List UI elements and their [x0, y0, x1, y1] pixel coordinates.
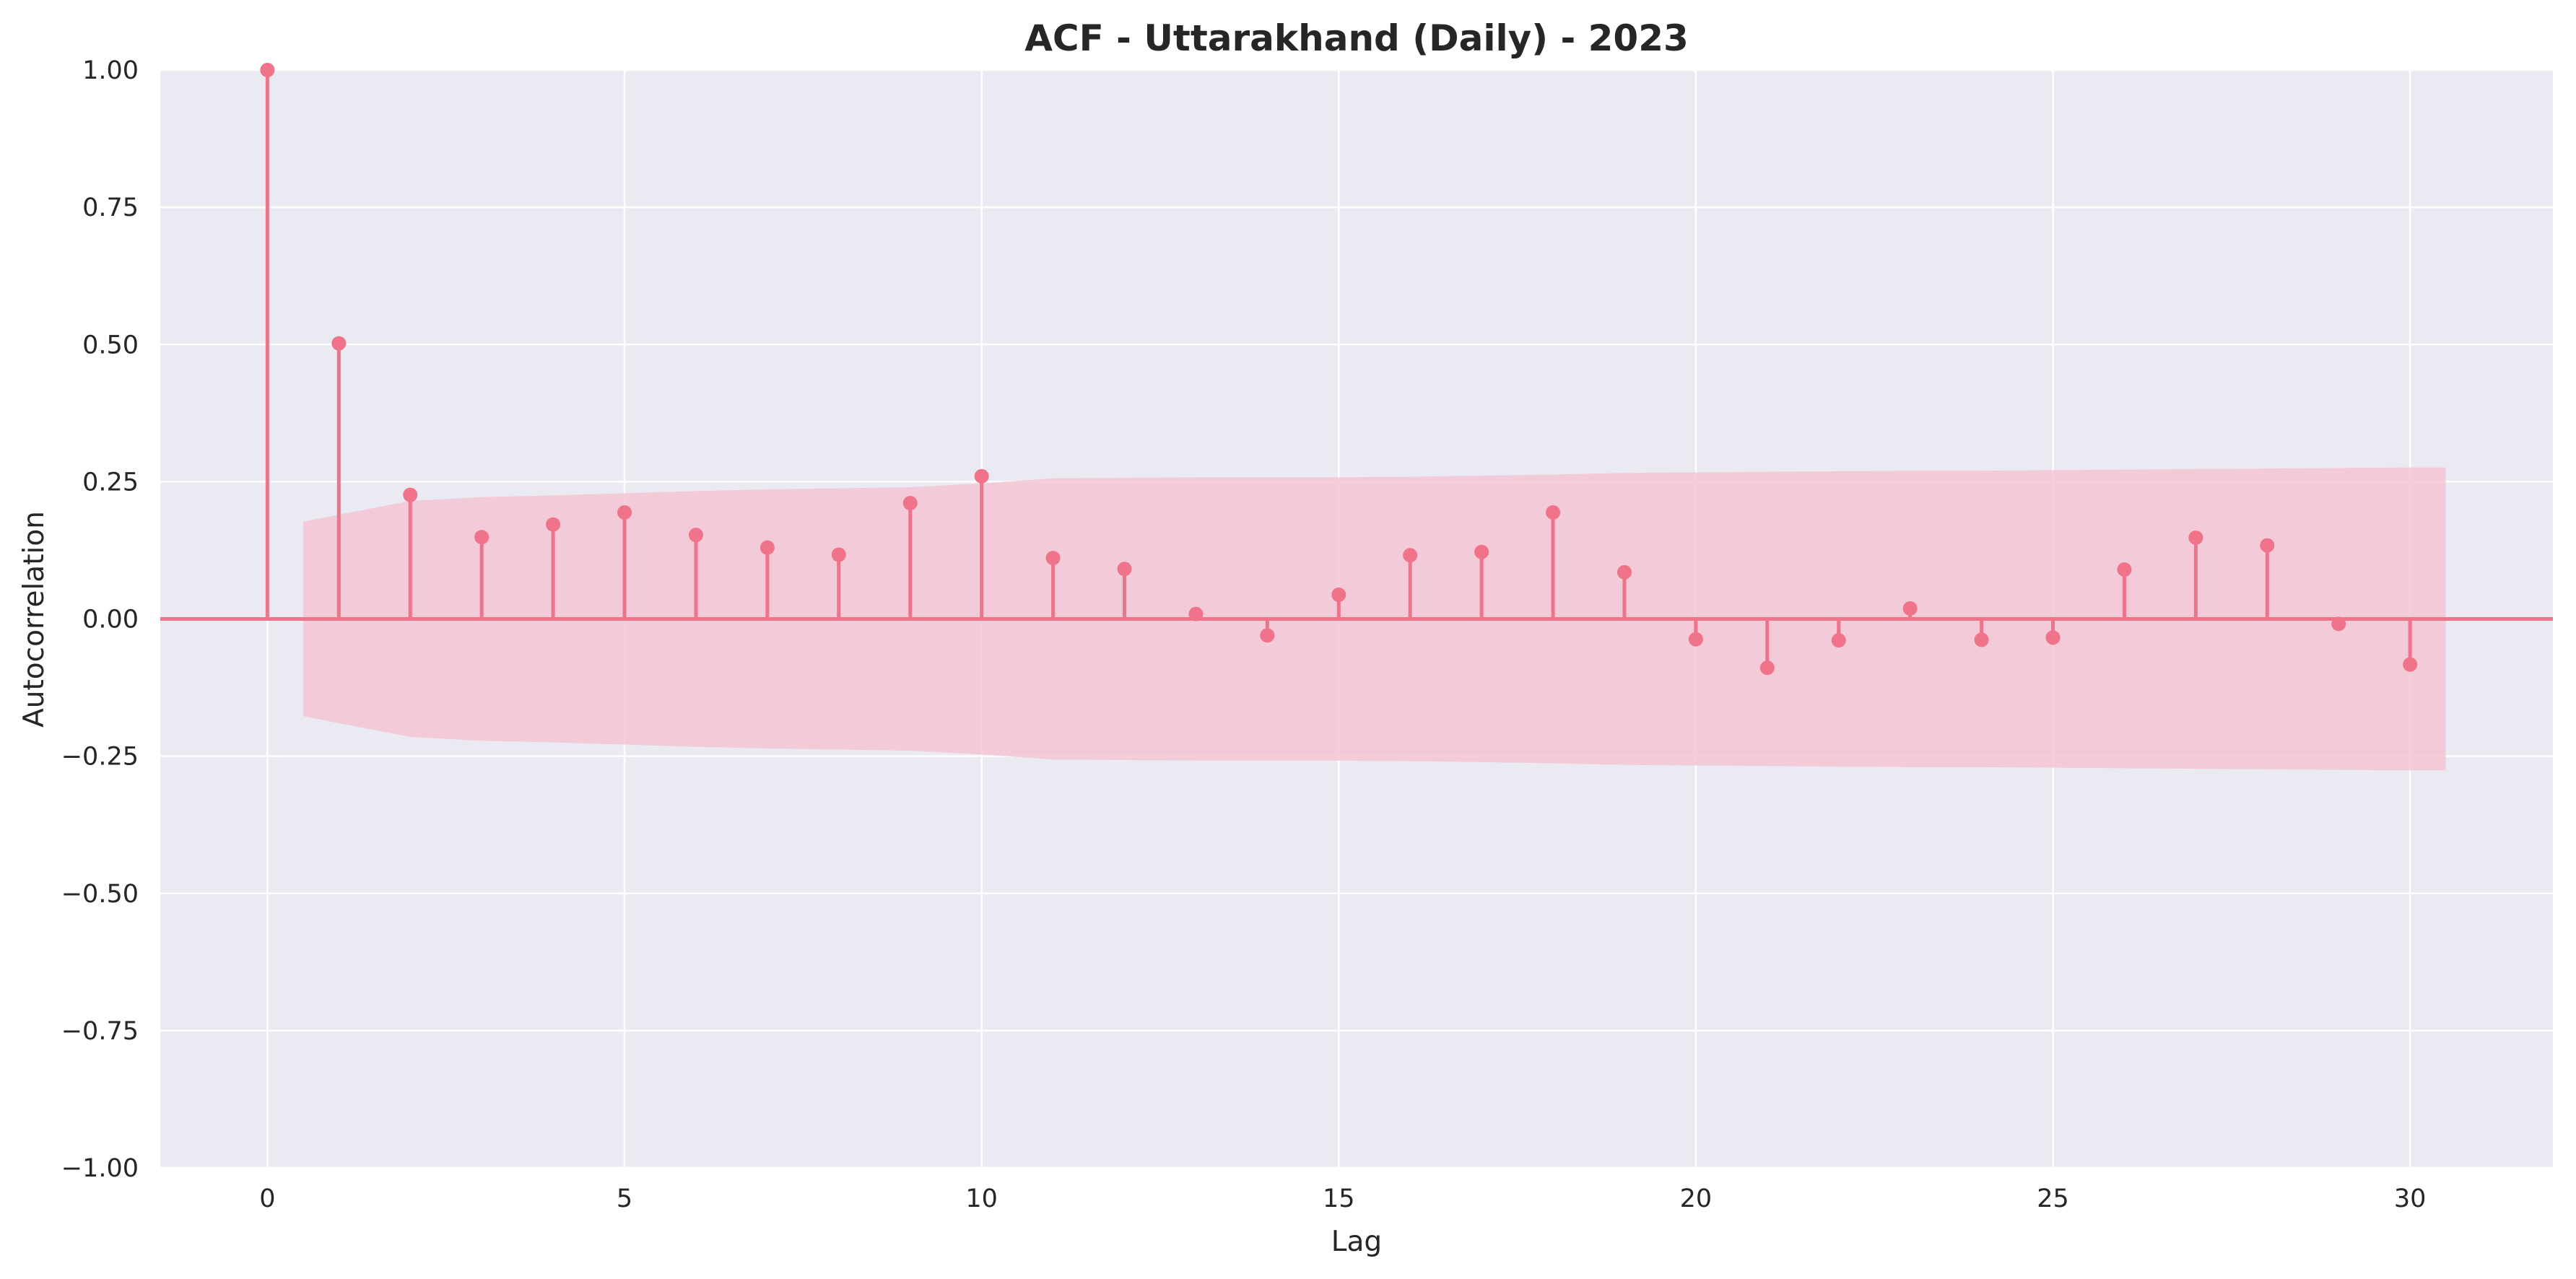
y-tick-label: 0.00 [82, 606, 139, 634]
acf-stem-lag-12 [1117, 562, 1132, 619]
acf-stem-lag-8 [831, 547, 846, 619]
acf-stem-lag-7 [760, 540, 775, 619]
chart-title: ACF - Uttarakhand (Daily) - 2023 [1024, 17, 1689, 59]
acf-stem-lag-29 [2331, 616, 2346, 632]
stem-marker [2331, 616, 2346, 632]
stem-marker [2260, 538, 2275, 553]
acf-stem-lag-24 [1974, 619, 1989, 647]
acf-stem-lag-22 [1831, 619, 1846, 648]
acf-stem-lag-18 [1546, 505, 1561, 619]
stem-marker [617, 505, 632, 520]
acf-stem-lag-6 [688, 528, 703, 619]
acf-stem-lag-26 [2117, 562, 2132, 619]
acf-stem-lag-1 [331, 336, 347, 619]
acf-stem-lag-27 [2188, 530, 2203, 619]
x-tick-label: 0 [259, 1184, 275, 1213]
stem-marker [2403, 657, 2418, 672]
acf-stem-lag-5 [617, 505, 632, 619]
acf-stem-lag-3 [474, 530, 489, 619]
y-tick-label: −0.75 [61, 1017, 139, 1046]
y-tick-label: 0.25 [82, 468, 139, 497]
acf-stem-lag-11 [1045, 551, 1061, 619]
x-tick-label: 15 [1323, 1184, 1355, 1213]
x-tick-label: 5 [617, 1184, 632, 1213]
acf-stem-lag-15 [1331, 588, 1346, 619]
x-tick-label: 30 [2394, 1184, 2427, 1213]
stem-marker [1188, 606, 1204, 621]
stem-marker [974, 468, 989, 484]
stem-marker [2188, 530, 2203, 545]
stem-marker [546, 517, 561, 532]
acf-stem-lag-9 [902, 496, 918, 619]
stem-marker [1688, 632, 1703, 647]
stem-marker [2045, 630, 2061, 645]
acf-stem-lag-2 [403, 487, 418, 619]
y-tick-label: 1.00 [82, 56, 139, 85]
y-tick-labels: −1.00 −0.75 −0.50 −0.25 0.00 0.25 0.50 0.75 1.00 [61, 56, 139, 1183]
y-tick-label: −1.00 [61, 1154, 139, 1183]
acf-stem-lag-30 [2403, 619, 2418, 672]
acf-stem-lag-28 [2260, 538, 2275, 619]
x-tick-labels: 0 5 10 15 20 25 30 [259, 1184, 2426, 1213]
stem-marker [474, 530, 489, 545]
y-tick-label: −0.50 [61, 880, 139, 909]
acf-stem-lag-20 [1688, 619, 1703, 647]
x-axis-label: Lag [1331, 1226, 1382, 1258]
stem-marker [403, 487, 418, 502]
y-tick-label: 0.75 [82, 193, 139, 222]
acf-stem-lag-10 [974, 468, 989, 619]
acf-stem-lag-17 [1474, 544, 1489, 619]
stem-marker [1045, 551, 1061, 566]
stem-marker [1260, 628, 1275, 643]
acf-stem-lag-13 [1188, 606, 1204, 621]
stem-marker [688, 528, 703, 543]
acf-stem-lag-23 [1902, 601, 1918, 619]
acf-stem-lag-25 [2045, 619, 2061, 645]
stem-marker [331, 336, 347, 351]
stem-marker [1974, 632, 1989, 647]
stem-marker [1902, 601, 1918, 616]
stem-marker [1403, 548, 1418, 563]
stem-marker [1117, 562, 1132, 577]
stem-marker [902, 496, 918, 511]
acf-stem-lag-19 [1616, 564, 1632, 619]
y-axis-label: Autocorrelation [18, 511, 51, 728]
stem-marker [260, 63, 275, 77]
x-tick-label: 10 [965, 1184, 998, 1213]
y-tick-label: 0.50 [82, 331, 139, 359]
stem-marker [760, 540, 775, 555]
stem-marker [2117, 562, 2132, 577]
acf-stem-lag-14 [1260, 619, 1275, 643]
acf-stems [260, 63, 2418, 676]
acf-stem-lag-0 [260, 63, 275, 619]
x-tick-label: 20 [1680, 1184, 1713, 1213]
acf-stem-lag-4 [546, 517, 561, 619]
stem-marker [1474, 544, 1489, 559]
stem-marker [1331, 588, 1346, 603]
acf-stem-lag-16 [1403, 548, 1418, 619]
stem-marker [1759, 660, 1775, 676]
stem-marker [1546, 505, 1561, 520]
acf-stem-lag-21 [1759, 619, 1775, 676]
y-tick-label: −0.25 [61, 743, 139, 772]
stem-marker [831, 547, 846, 562]
stem-marker [1831, 633, 1846, 648]
stem-marker [1616, 564, 1632, 580]
x-tick-label: 25 [2037, 1184, 2069, 1213]
